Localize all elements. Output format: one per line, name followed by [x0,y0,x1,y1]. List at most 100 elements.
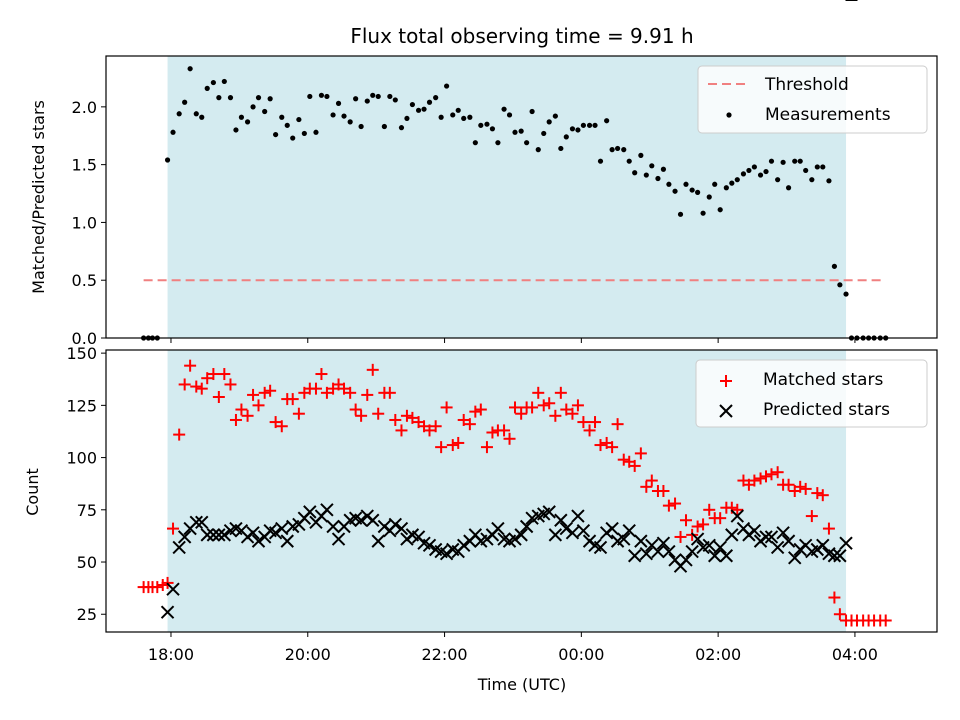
measurement-point [535,147,541,153]
matched-star-point [771,466,784,479]
measurement-point [734,177,740,183]
x-tick-label: 18:00 [148,645,194,664]
bottom-y-tick-label: 50 [77,553,97,572]
predicted-star-point [559,521,574,536]
measurement-point [763,168,769,175]
measurement-point [820,164,826,170]
measurement-point [695,189,701,195]
matched-star-point [469,405,482,418]
matched-star-point [526,401,539,414]
matched-star-point [480,441,493,454]
matched-star-point [509,401,522,414]
predicted-star-point [439,546,454,561]
matched-star-point [691,520,704,533]
predicted-star-point [212,528,226,542]
matched-star-point [247,388,260,401]
predicted-star-point [160,605,175,619]
measurement-point [740,171,747,177]
predicted-star-point [725,528,739,542]
measurement-point [843,291,849,297]
predicted-star-point [627,549,642,563]
measurement-point [495,140,501,146]
predicted-star-point [200,528,214,542]
measurement-point [381,123,387,130]
measurement-point [809,177,815,183]
legend-threshold-label: Threshold [764,75,849,95]
matched-star-point [628,459,641,472]
matched-star-point [423,424,436,437]
matched-star-point [224,378,237,391]
legend-matched-marker [720,375,732,387]
matched-star-point [828,591,841,604]
measurement-point [375,93,381,100]
predicted-star-point [702,538,716,553]
bottom-y-tick-label: 100 [66,449,97,468]
measurement-point [330,112,336,118]
predicted-star-point [195,515,209,530]
predicted-star-point [172,540,186,555]
predicted-star-point [280,534,294,548]
matched-star-point [338,382,351,395]
predicted-star-point [656,536,671,550]
x-tick-label: 22:00 [422,645,468,664]
measurement-point [831,263,838,269]
measurement-point [592,122,598,128]
measurement-point [700,210,706,216]
matched-star-point [486,426,499,439]
measurement-point [683,181,689,187]
measurement-point [398,125,405,131]
measurement-point [586,122,593,128]
matched-star-point [816,489,829,502]
measurement-point [341,113,347,119]
matched-star-point [435,441,448,454]
matched-star-point [560,403,573,416]
predicted-star-point [366,513,380,527]
legend-predicted-label: Predicted stars [763,400,890,420]
bottom-panel: 18:00 20:00 22:00 00:00 02:00 04:00 25 50 75 100 1… [23,0,938,694]
matched-star-point [241,409,254,422]
matched-star-point [229,413,242,426]
top-y-tick-label: 0.0 [72,329,97,348]
matched-star-point [218,368,231,381]
measurement-point [182,99,188,105]
measurement-point [729,180,735,186]
top-legend: Threshold Measurements [697,65,928,134]
predicted-star-point [508,532,522,546]
matched-star-point [258,386,271,399]
predicted-star-point [827,549,842,563]
predicted-star-point [764,530,779,544]
measurement-point [347,119,353,125]
predicted-star-point [394,521,409,536]
matched-star-point [383,386,396,399]
predicted-star-point [275,521,289,536]
measurement-point [614,145,621,152]
top-y-tick-label: 1.0 [72,213,97,232]
matched-star-point [549,409,562,422]
measurement-point [717,207,723,213]
matched-star-point [765,468,778,481]
measurement-point [723,185,729,191]
predicted-star-point [388,517,403,532]
measurement-point [227,95,234,101]
matched-star-point [463,418,476,431]
predicted-star-point [685,544,699,559]
x-tick-label: 00:00 [558,645,604,664]
predicted-star-point [679,553,693,567]
matched-star-point [429,420,442,433]
matched-star-point [577,416,590,429]
measurement-point [233,127,239,133]
matched-star-point [440,401,453,414]
predicted-star-point [456,538,471,553]
measurement-point [518,128,524,134]
matched-star-point [703,503,716,516]
matched-star-point [697,518,710,531]
measurement-point [706,194,712,200]
x-axis-label: Time (UTC) [477,675,566,694]
matched-star-point [782,478,795,491]
measurement-point [575,127,581,133]
predicted-star-point [354,513,368,527]
matched-star-point [554,386,567,399]
top-y-tick-label: 1.5 [72,156,97,175]
matched-star-point [833,608,846,621]
matched-star-point [235,403,248,416]
